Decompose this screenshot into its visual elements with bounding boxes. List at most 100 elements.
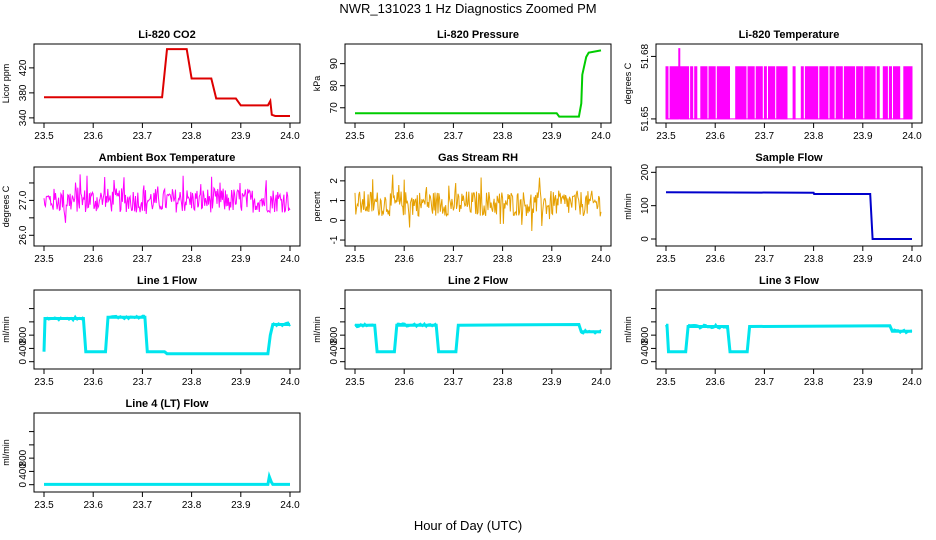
series-line	[42, 315, 290, 356]
x-tick-label: 23.8	[804, 131, 824, 142]
panel-title: Li-820 Temperature	[739, 29, 840, 41]
x-tick-label: 23.9	[231, 500, 251, 511]
y-tick-label: 340	[18, 109, 29, 126]
x-tick-label: 23.7	[755, 254, 775, 265]
y-tick-label: 51.65	[640, 106, 651, 131]
x-tick-label: 23.7	[133, 131, 153, 142]
x-tick-label: 24.0	[591, 131, 611, 142]
panel-title: Sample Flow	[755, 152, 823, 164]
x-tick-label: 24.0	[902, 377, 922, 388]
panel-frame	[33, 166, 301, 247]
y-tick-label: 80	[329, 80, 340, 92]
y-tick-label: 0	[329, 217, 340, 223]
y-tick-label: 26.0	[18, 225, 29, 245]
y-axis-label: Licor ppm	[1, 64, 11, 104]
y-axis-label: kPa	[312, 76, 322, 92]
x-tick-label: 23.7	[133, 254, 153, 265]
panel-5: Gas Stream RH percent 23.5 23.6 23.7 23.8 23.9…	[312, 152, 612, 265]
x-tick-label: 23.7	[444, 377, 464, 388]
x-tick-label: 24.0	[280, 254, 300, 265]
series-noise	[272, 321, 291, 328]
y-tick-label: 0	[640, 358, 651, 364]
y-tick-label: 0	[18, 358, 29, 364]
x-tick-label: 23.9	[542, 131, 562, 142]
y-axis-label: percent	[312, 191, 322, 222]
x-tick-label: 23.7	[444, 131, 464, 142]
x-tick-label: 24.0	[902, 254, 922, 265]
series-bars	[665, 66, 913, 120]
x-tick-label: 24.0	[280, 500, 300, 511]
x-tick-label: 24.0	[280, 377, 300, 388]
panel-frame	[33, 289, 301, 370]
x-tick-label: 23.5	[345, 131, 365, 142]
series-line	[43, 174, 291, 223]
y-axis-label: ml/min	[623, 193, 633, 220]
x-tick-label: 23.9	[853, 131, 873, 142]
series-line	[44, 48, 290, 117]
x-tick-label: 23.6	[394, 377, 414, 388]
y-tick-label: 800	[329, 326, 340, 343]
panel-title: Line 1 Flow	[137, 275, 197, 287]
y-tick-label: 0	[640, 236, 651, 242]
x-tick-label: 23.6	[705, 131, 725, 142]
y-tick-label: 2	[329, 178, 340, 184]
x-tick-label: 23.8	[182, 131, 202, 142]
panel-1: Li-820 CO2 Licor ppm 23.5 23.6 23.7 23.8 23.9 2…	[1, 29, 301, 142]
series-line	[665, 191, 912, 240]
y-tick-label: 420	[18, 59, 29, 76]
y-axis-label: ml/min	[623, 316, 633, 343]
x-tick-label: 24.0	[591, 377, 611, 388]
panel-frame	[655, 289, 923, 370]
panel-frame	[344, 166, 612, 247]
series-noise	[45, 314, 85, 323]
panel-title: Li-820 CO2	[138, 29, 195, 41]
series-noise	[44, 317, 48, 322]
panel-3: Li-820 Temperature degrees C 23.5 23.6 23.7 2…	[623, 29, 923, 142]
y-tick-label: 400	[640, 340, 651, 357]
x-tick-label: 23.8	[182, 500, 202, 511]
panel-frame	[33, 43, 301, 124]
y-tick-label: 800	[18, 326, 29, 343]
y-tick-label: 51.68	[640, 43, 651, 68]
series-line	[355, 49, 602, 118]
series-noise	[665, 324, 668, 328]
x-tick-label: 23.6	[394, 254, 414, 265]
panel-frame	[655, 166, 923, 247]
y-tick-label: -1	[329, 235, 340, 244]
x-tick-label: 24.0	[902, 131, 922, 142]
x-tick-label: 23.8	[493, 254, 513, 265]
x-tick-label: 23.9	[542, 377, 562, 388]
x-tick-label: 23.9	[542, 254, 562, 265]
series-noise	[891, 328, 913, 335]
panel-frame	[344, 43, 612, 124]
panel-title: Gas Stream RH	[438, 152, 518, 164]
x-tick-label: 23.9	[853, 377, 873, 388]
panel-9: Line 3 Flow ml/min 23.5 23.6 23.7 23.8 23.9 24.…	[623, 275, 923, 388]
series-noise	[107, 314, 145, 321]
x-tick-label: 23.5	[34, 500, 54, 511]
y-tick-label: 400	[18, 340, 29, 357]
x-tick-label: 23.6	[83, 131, 103, 142]
x-tick-label: 23.5	[34, 377, 54, 388]
y-tick-label: 1	[329, 197, 340, 203]
y-tick-label: 70	[329, 102, 340, 114]
y-tick-label: 400	[329, 340, 340, 357]
x-tick-label: 23.5	[656, 254, 676, 265]
x-tick-label: 23.6	[705, 377, 725, 388]
x-tick-label: 23.6	[83, 377, 103, 388]
panel-10: Line 4 (LT) Flow ml/min 23.5 23.6 23.7 23.8 23…	[1, 398, 301, 511]
panel-title: Ambient Box Temperature	[99, 152, 236, 164]
x-tick-label: 23.5	[34, 254, 54, 265]
panel-frame	[344, 289, 612, 370]
x-tick-label: 23.5	[345, 377, 365, 388]
y-axis-label: degrees C	[623, 62, 633, 104]
x-tick-label: 24.0	[591, 254, 611, 265]
y-axis-label: ml/min	[312, 316, 322, 343]
y-tick-label: 0	[18, 481, 29, 487]
series-noise	[581, 328, 602, 335]
panel-frame	[33, 412, 301, 493]
x-tick-label: 23.9	[231, 254, 251, 265]
series-line	[355, 322, 601, 354]
x-tick-label: 23.8	[182, 254, 202, 265]
x-tick-label: 23.5	[34, 131, 54, 142]
